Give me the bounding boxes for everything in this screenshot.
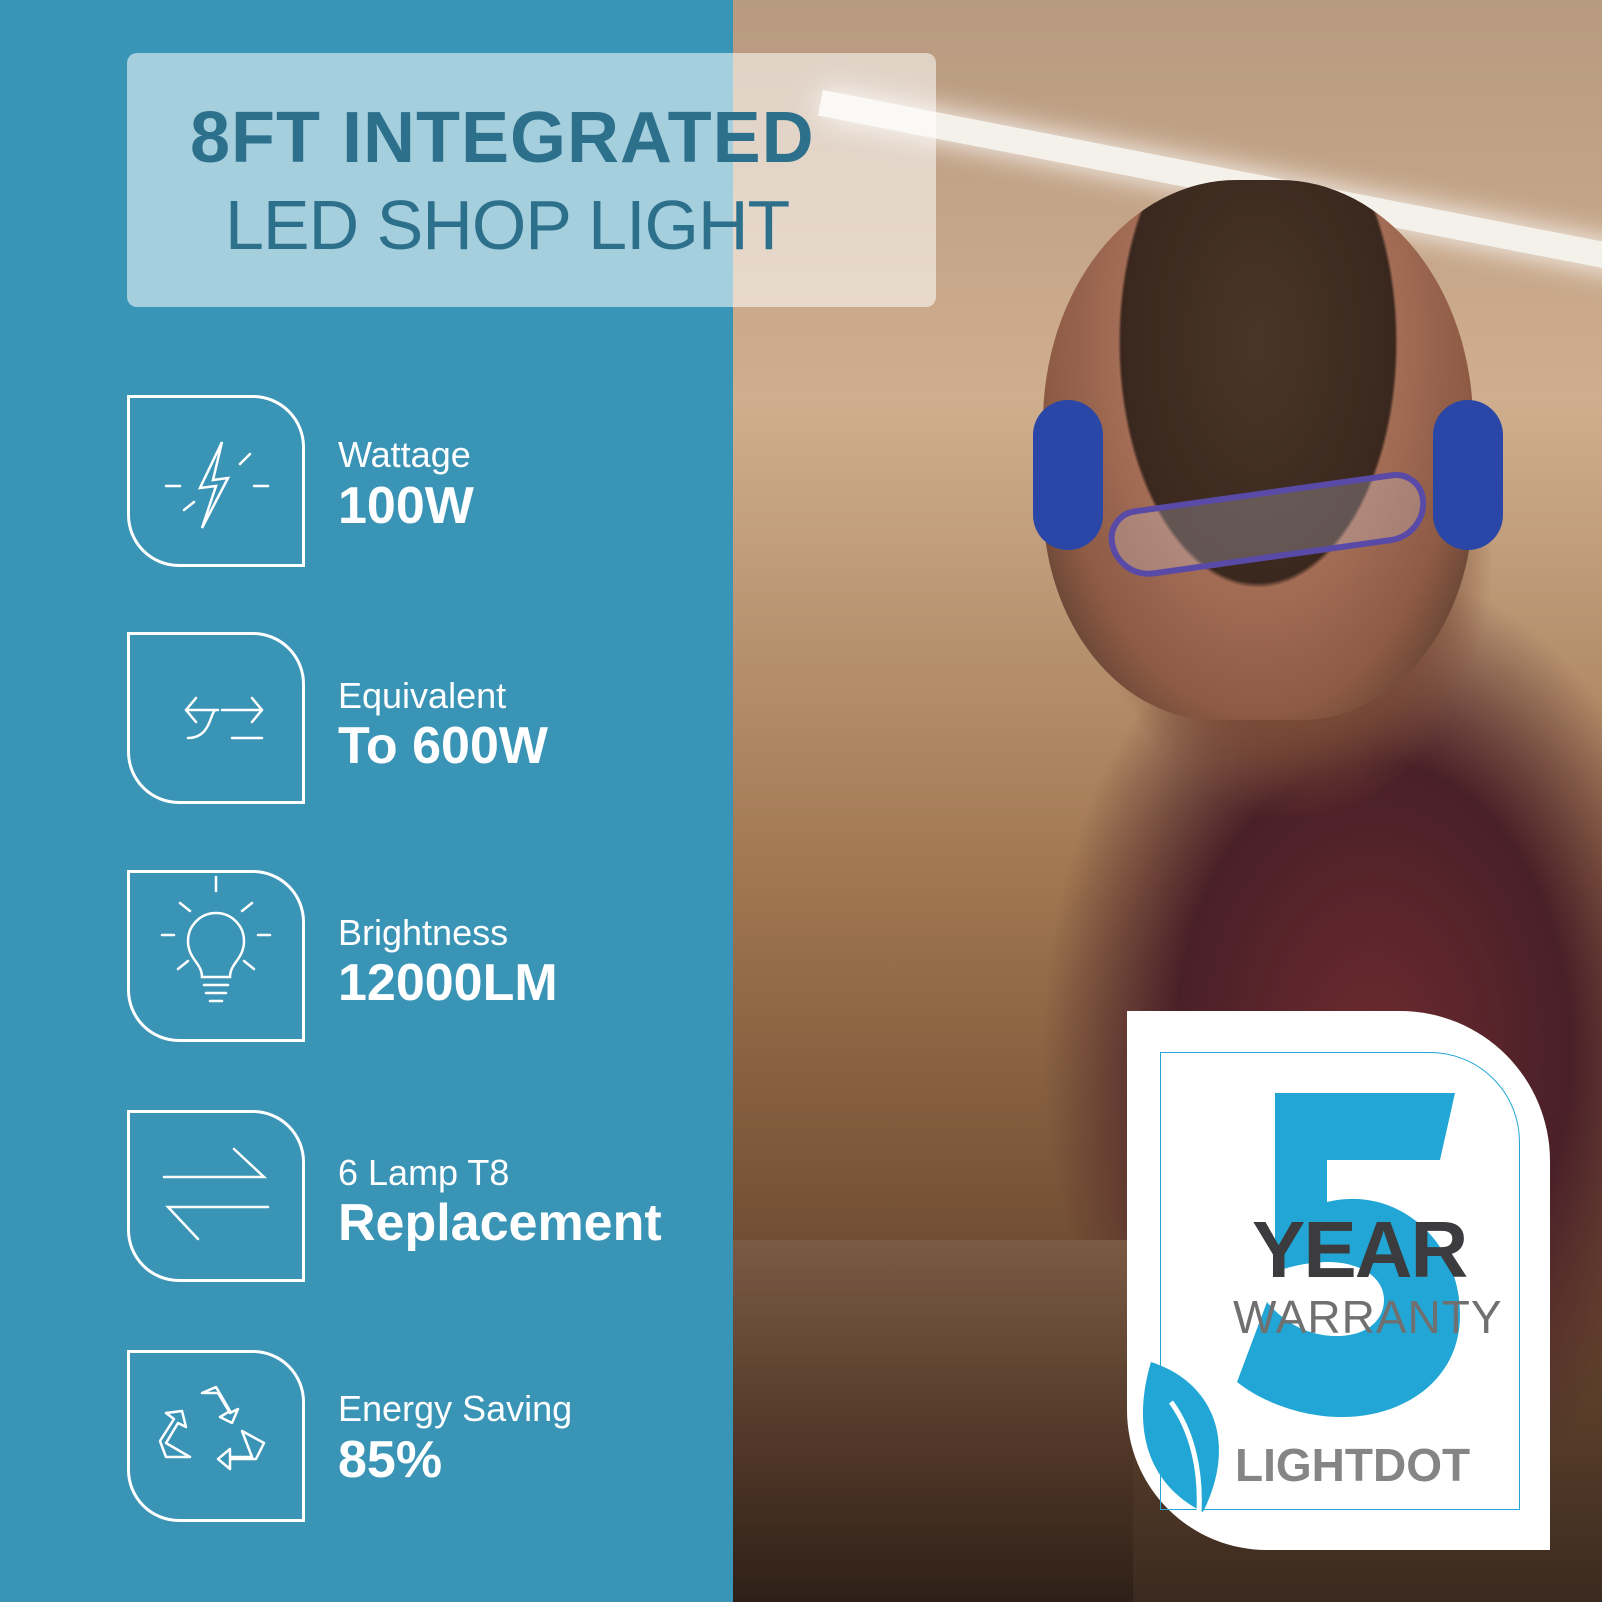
feature-icon-box [127, 1350, 305, 1522]
feature-value: 85% [338, 1431, 443, 1489]
feature-value: 12000LM [338, 954, 558, 1012]
ear-muff-left [1033, 400, 1103, 550]
title-line-1: 8FT INTEGRATED [190, 98, 815, 178]
feature-label: Wattage [338, 434, 471, 475]
feature-label: Brightness [338, 912, 509, 953]
warranty-text: WARRANTY [1233, 1291, 1503, 1343]
workbench [733, 1240, 1133, 1602]
warranty-year-text: YEAR [1252, 1205, 1468, 1294]
feature-icon-box [127, 395, 305, 567]
brand-logo-text: LIGHTDOT [1235, 1439, 1471, 1491]
feature-label: 6 Lamp T8 [338, 1152, 510, 1193]
feature-label: Equivalent [338, 675, 507, 716]
feature-value: Replacement [338, 1194, 662, 1252]
warranty-badge-frame [1160, 1052, 1520, 1510]
title-line-2: LED SHOP LIGHT [225, 186, 790, 264]
feature-icon-box [127, 870, 305, 1042]
feature-value: 100W [338, 477, 474, 535]
feature-icon-box [127, 632, 305, 804]
recycle-icon [158, 1385, 266, 1471]
light-bulb-icon [160, 875, 272, 1003]
feature-icon-box [127, 1110, 305, 1282]
lightning-bolt-icon [164, 441, 270, 529]
ear-muff-right [1433, 400, 1503, 550]
title-banner [127, 53, 936, 307]
exchange-arrows-icon [184, 696, 264, 740]
worker-head [1043, 180, 1473, 720]
feature-value: To 600W [338, 717, 548, 775]
feature-label: Energy Saving [338, 1388, 573, 1429]
warranty-number-five-logo [1237, 1093, 1460, 1417]
leaf-logo-icon [1143, 1362, 1219, 1512]
replace-arrows-icon [162, 1147, 270, 1241]
